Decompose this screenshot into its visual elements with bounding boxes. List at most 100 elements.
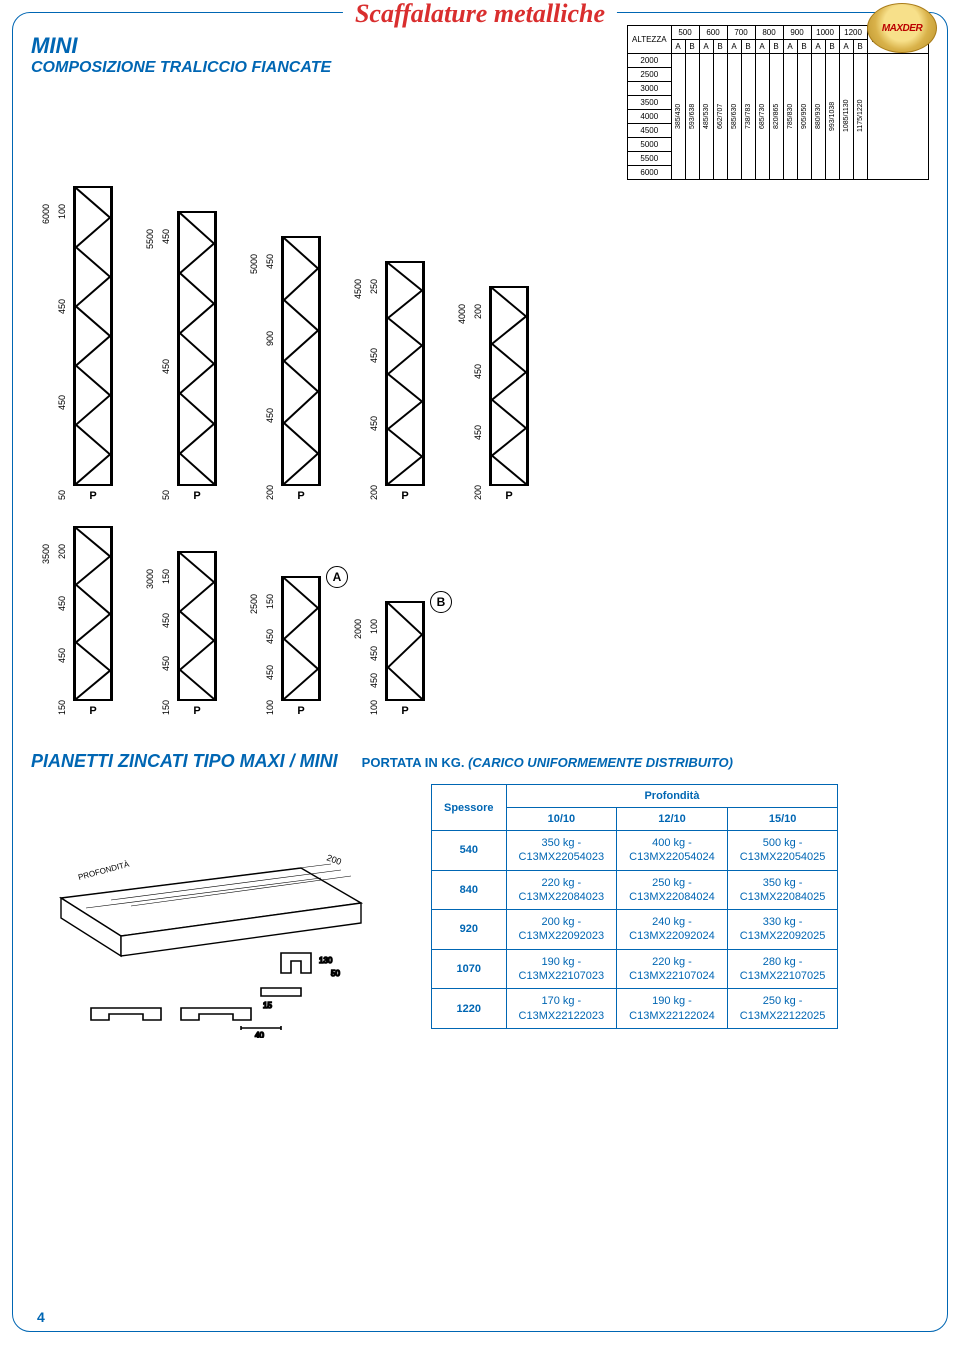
height-cell: 2500 — [628, 68, 672, 82]
page-number: 4 — [37, 1309, 45, 1325]
spec-value-cell: 820/865 — [769, 54, 783, 180]
truss-frame — [281, 236, 321, 486]
data-cell: 190 kg -C13MX22122024 — [617, 989, 728, 1029]
frame-dim-labels: 100450450100 — [369, 617, 379, 717]
spec-value-cell: 685/730 — [755, 54, 769, 180]
frame-column: AP — [281, 576, 321, 717]
spec-value-cell: 993/1038 — [825, 54, 839, 180]
spec-value-cell: 593/638 — [685, 54, 699, 180]
data-cell: 220 kg -C13MX22084023 — [506, 870, 617, 910]
frame-diagram: 2500150450450100AP — [249, 576, 321, 717]
p-label: P — [385, 705, 425, 717]
frame-total-label: 4500 — [353, 277, 363, 502]
profondita-dim: PROFONDITÀ — [77, 859, 131, 881]
frame-diagram: 3000150450450150P — [145, 551, 217, 717]
height-cell: 4000 — [628, 110, 672, 124]
col-header: 12/10 — [617, 808, 728, 831]
data-cell: 400 kg -C13MX22054024 — [617, 831, 728, 871]
spec-value-cell: 880/930 — [811, 54, 825, 180]
data-cell: 350 kg -C13MX22084025 — [727, 870, 838, 910]
ab-cell: B — [769, 40, 783, 54]
logo-badge: MAXDER — [867, 3, 937, 53]
spec-value-cell: 785/830 — [783, 54, 797, 180]
title-block: MINI COMPOSIZIONE TRALICCIO FIANCATE — [31, 25, 391, 85]
width-col: 600 — [699, 26, 727, 40]
p-label: P — [281, 490, 321, 502]
data-cell: 190 kg -C13MX22107023 — [506, 949, 617, 989]
height-cell: 5000 — [628, 138, 672, 152]
page-frame: Scaffalature metalliche MAXDER MINI COMP… — [12, 12, 948, 1332]
frame-dim-labels: 150450450100 — [265, 592, 275, 717]
carico-label: (CARICO UNIFORMEMENTE DISTRIBUITO) — [468, 755, 733, 770]
ab-cell: B — [741, 40, 755, 54]
frame-total-label: 3500 — [41, 542, 51, 717]
spessore-cell: 1220 — [432, 989, 507, 1029]
ab-cell: A — [671, 40, 685, 54]
frame-diagram: 3500200450450150P — [41, 526, 113, 717]
ab-cell: A — [727, 40, 741, 54]
data-cell: 350 kg -C13MX22054023 — [506, 831, 617, 871]
col-header: 15/10 — [727, 808, 838, 831]
ab-cell: B — [797, 40, 811, 54]
frame-total-label: 3000 — [145, 567, 155, 717]
height-cell: 6000 — [628, 166, 672, 180]
width-col: 500 — [671, 26, 699, 40]
diagram-row-1: 600010045045050P550045045050P50004509004… — [31, 186, 929, 502]
ab-cell: B — [685, 40, 699, 54]
p-label: P — [385, 490, 425, 502]
frame-column: BP — [385, 601, 425, 717]
spec-value-cell: 662/707 — [713, 54, 727, 180]
ab-cell: B — [853, 40, 867, 54]
frame-total-label: 4000 — [457, 302, 467, 502]
frame-dim-labels: 250450450200 — [369, 277, 379, 502]
spec-value-cell: 485/530 — [699, 54, 713, 180]
data-cell: 250 kg -C13MX22084024 — [617, 870, 728, 910]
data-cell: 170 kg -C13MX22122023 — [506, 989, 617, 1029]
spessore-header: Spessore — [432, 785, 507, 831]
height-cell: 3500 — [628, 96, 672, 110]
frame-column: P — [281, 236, 321, 502]
spessore-cell: 920 — [432, 910, 507, 950]
shelf-diagram: PROFONDITÀ 200 130 50 15 40 — [31, 778, 411, 1038]
logo-text: MAXDER — [882, 23, 922, 34]
p-label: P — [489, 490, 529, 502]
truss-frame: B — [385, 601, 425, 701]
profondita-header: Profondità — [506, 785, 838, 808]
frame-column: P — [177, 211, 217, 502]
spessore-cell: 1070 — [432, 949, 507, 989]
truss-frame — [177, 551, 217, 701]
p-label: P — [177, 490, 217, 502]
altezza-header: ALTEZZA — [628, 26, 672, 54]
diagrams-area: 600010045045050P550045045050P50004509004… — [31, 186, 929, 717]
spessore-cell: 840 — [432, 870, 507, 910]
frame-dim-labels: 10045045050 — [57, 202, 67, 502]
section2-sub: PORTATA IN KG. (CARICO UNIFORMEMENTE DIS… — [362, 755, 733, 770]
frame-total-label: 6000 — [41, 202, 51, 502]
svg-text:200: 200 — [325, 852, 343, 867]
spec-value-cell: 738/783 — [741, 54, 755, 180]
p-label: P — [73, 705, 113, 717]
circle-label-a: A — [326, 566, 348, 588]
frame-diagram: 2000100450450100BP — [353, 601, 425, 717]
data-cell: 220 kg -C13MX22107024 — [617, 949, 728, 989]
p-label: P — [73, 490, 113, 502]
frame-dim-labels: 150450450150 — [161, 567, 171, 717]
portata-label: PORTATA IN KG. — [362, 755, 465, 770]
frame-diagram: 550045045050P — [145, 211, 217, 502]
spessore-cell: 540 — [432, 831, 507, 871]
width-col: 800 — [755, 26, 783, 40]
spec-value-cell: 385/430 — [671, 54, 685, 180]
subtitle-label: COMPOSIZIONE TRALICCIO FIANCATE — [31, 59, 391, 77]
section2-title: PIANETTI ZINCATI TIPO MAXI / MINI — [31, 751, 338, 772]
main-title: Scaffalature metalliche — [343, 0, 617, 29]
width-col: 1200 — [839, 26, 867, 40]
data-cell: 330 kg -C13MX22092025 — [727, 910, 838, 950]
frame-dim-labels: 450900450200 — [265, 252, 275, 502]
ab-cell: A — [811, 40, 825, 54]
circle-label-b: B — [430, 591, 452, 613]
ab-cell: A — [699, 40, 713, 54]
height-cell: 4500 — [628, 124, 672, 138]
width-col: 1000 — [811, 26, 839, 40]
data-cell: 250 kg -C13MX22122025 — [727, 989, 838, 1029]
ab-cell: B — [825, 40, 839, 54]
